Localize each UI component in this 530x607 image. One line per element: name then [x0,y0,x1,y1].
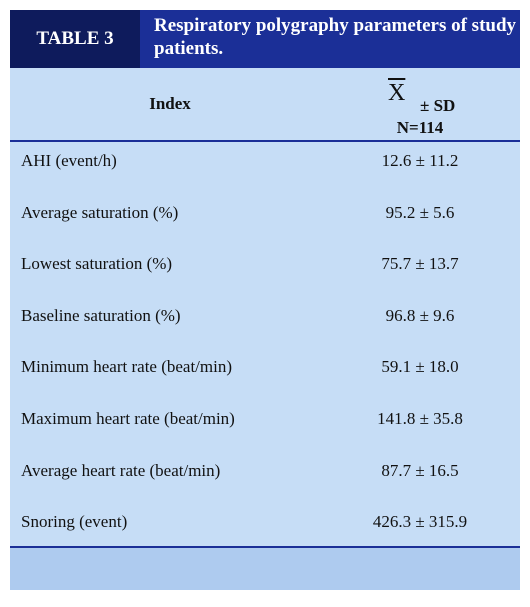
row-label: Baseline saturation (%) [21,305,181,325]
table-body [10,68,520,590]
table-title: Respiratory polygraphy parameters of stu… [140,10,520,68]
mean-symbol: X [388,80,406,106]
row-label: Snoring (event) [21,512,128,532]
column-header: N=114 [396,118,444,137]
row-label: Lowest saturation (%) [21,254,173,274]
table-label: TABLE 3 [10,10,140,68]
row-value: 96.8 ± 9.6 [385,305,455,325]
bottom-rule [10,546,520,548]
row-label: Average saturation (%) [21,202,179,222]
header-rule [10,140,520,142]
row-value: 75.7 ± 13.7 [381,254,459,274]
row-label: AHI (event/h) [21,151,117,170]
row-label: Minimum heart rate (beat/min) [21,357,233,377]
row-value: 426.3 ± 315.9 [372,512,468,532]
row-value: 59.1 ± 18.0 [381,357,459,377]
row-label: Maximum heart rate (beat/min) [21,409,235,428]
row-label: Average heart rate (beat/min) [21,460,221,480]
column-header: ± SD [420,96,456,115]
table-footer [10,548,520,590]
row-value: 141.8 ± 35.8 [377,409,463,428]
row-value: 87.7 ± 16.5 [381,460,459,480]
row-value: 12.6 ± 11.2 [381,151,459,170]
column-header: Index [149,94,191,113]
row-value: 95.2 ± 5.6 [385,202,455,222]
